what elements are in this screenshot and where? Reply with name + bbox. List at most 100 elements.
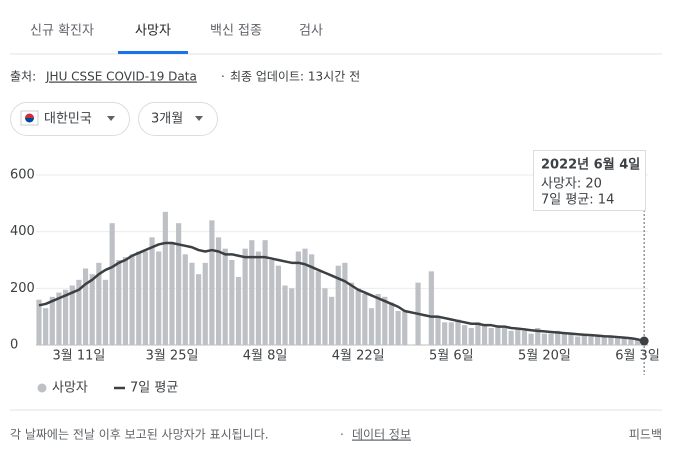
bar xyxy=(548,333,554,345)
feedback[interactable]: 피드백 xyxy=(629,428,662,442)
bar xyxy=(142,251,148,345)
bar xyxy=(508,330,514,345)
x-tick-label: 3월 11일 xyxy=(52,349,105,364)
bar xyxy=(601,336,607,345)
bar xyxy=(342,262,348,345)
bar xyxy=(209,220,215,345)
button-outline xyxy=(10,102,130,136)
footer-note: 각 날짜에는 전날 이후 보고된 사망자가 표시됩니다. xyxy=(10,428,269,442)
bar xyxy=(102,279,109,345)
bar xyxy=(289,288,295,345)
bar xyxy=(269,260,275,345)
tab-active[interactable]: 사망자 xyxy=(135,24,171,39)
bar xyxy=(189,262,195,345)
bar xyxy=(162,211,168,345)
average-line xyxy=(38,241,645,343)
bar xyxy=(329,296,335,345)
tab[interactable]: 신규 확진자 xyxy=(30,24,94,39)
bar xyxy=(202,262,208,345)
source-prefix: 출처: xyxy=(10,70,36,84)
bar xyxy=(488,328,494,345)
data-info-link[interactable]: 데이터 정보 xyxy=(352,428,411,442)
bar xyxy=(614,337,621,345)
bar xyxy=(528,333,534,345)
bar xyxy=(588,336,594,345)
bar xyxy=(595,336,601,345)
bar xyxy=(375,294,381,345)
bar xyxy=(541,333,547,345)
bar xyxy=(435,316,441,345)
legend-label: 7일 평균 xyxy=(130,381,178,396)
bar xyxy=(182,254,188,345)
bar xyxy=(242,248,248,345)
bar xyxy=(535,328,541,345)
bar xyxy=(382,296,388,345)
dropdown-arrow xyxy=(195,116,203,121)
x-tick-label: 5월 6일 xyxy=(429,349,474,364)
bar xyxy=(335,265,341,345)
bar xyxy=(475,322,481,345)
bar xyxy=(568,333,574,345)
bar xyxy=(295,251,301,345)
y-tick-label: 200 xyxy=(10,281,35,296)
range-label: 3개월 xyxy=(151,112,183,127)
bar xyxy=(69,285,75,345)
x-tick-label: 4월 8일 xyxy=(243,349,288,364)
bar xyxy=(362,294,368,345)
bar xyxy=(621,337,627,345)
bar xyxy=(608,336,614,345)
bar xyxy=(322,288,328,345)
bar xyxy=(634,339,641,345)
bar xyxy=(136,251,142,345)
bar xyxy=(388,302,395,345)
flag-red xyxy=(25,113,34,118)
dropdown-arrow xyxy=(107,116,115,121)
bar xyxy=(448,322,454,345)
y-tick-label: 600 xyxy=(10,168,35,183)
bar xyxy=(176,223,182,345)
bar xyxy=(309,254,315,345)
button-outline xyxy=(138,102,218,136)
chart: 3월 11일 3월 25일 4월 8일 4월 22일 5월 6일 5월 20일 6월 3일 0… xyxy=(10,150,660,396)
bar xyxy=(355,288,361,345)
bar xyxy=(255,251,262,345)
bar xyxy=(428,271,434,345)
tab[interactable]: 검사 xyxy=(299,24,323,39)
bar xyxy=(555,330,561,345)
bar xyxy=(468,328,474,345)
bar xyxy=(149,237,155,345)
bar xyxy=(116,260,122,345)
x-tick-label: 3월 25일 xyxy=(146,349,199,364)
bar xyxy=(521,330,528,345)
bar xyxy=(315,271,321,345)
tooltip-average: 7일 평균: 14 xyxy=(541,193,614,208)
flag-blue xyxy=(25,118,34,123)
bar xyxy=(402,311,408,345)
bar xyxy=(302,248,308,345)
tab[interactable]: 백신 접종 xyxy=(210,24,262,39)
country-button[interactable]: 대한민국 xyxy=(10,102,130,136)
bar xyxy=(368,308,375,345)
bar xyxy=(49,296,55,345)
source-link[interactable]: JHU CSSE COVID-19 Data xyxy=(45,70,197,84)
separator: · xyxy=(221,70,225,84)
bar xyxy=(455,319,461,345)
legend-label: 사망자 xyxy=(52,381,88,396)
hover-dot xyxy=(639,336,649,346)
bar xyxy=(515,328,521,345)
bar xyxy=(196,274,202,345)
bar xyxy=(495,325,501,345)
bar xyxy=(215,237,222,345)
tooltip-date: 2022년 6월 4일 xyxy=(541,157,640,173)
bar xyxy=(481,325,488,345)
x-tick-label: 6월 3일 xyxy=(615,349,660,364)
bar xyxy=(628,339,634,345)
bar xyxy=(82,268,89,345)
bar xyxy=(129,254,135,345)
bar xyxy=(262,240,268,345)
separator: · xyxy=(340,428,344,442)
country-label: 대한민국 xyxy=(44,112,92,127)
range-button[interactable]: 3개월 xyxy=(138,102,218,136)
